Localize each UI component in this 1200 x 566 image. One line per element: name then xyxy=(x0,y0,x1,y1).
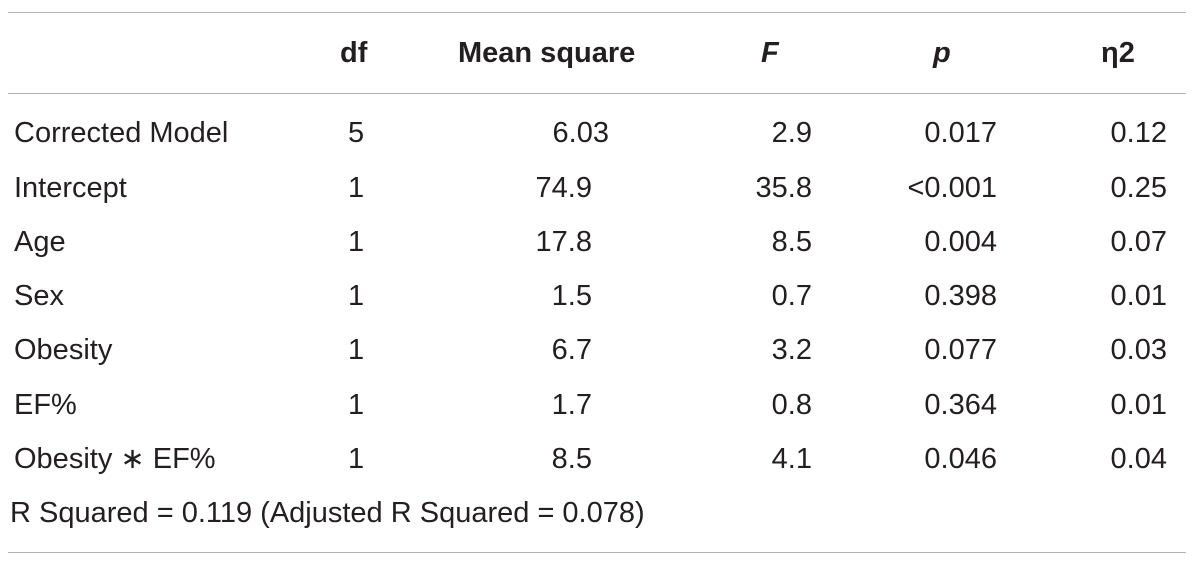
cell-df: 1 xyxy=(348,172,365,204)
cell-eta2: 0.07 xyxy=(1110,226,1167,258)
cell-eta2: 0.04 xyxy=(1110,443,1167,475)
cell-f: 0.7 xyxy=(771,280,812,312)
row-label: Age xyxy=(14,226,66,258)
table-footnote: R Squared = 0.119 (Adjusted R Squared = … xyxy=(10,497,645,529)
cell-f: 3.2 xyxy=(771,334,812,366)
table-top-rule xyxy=(8,12,1186,13)
cell-df: 1 xyxy=(348,443,365,475)
header-rule xyxy=(8,93,1186,94)
cell-mean-square: 8.5 xyxy=(551,443,592,475)
cell-f: 2.9 xyxy=(771,117,812,149)
table-bottom-rule xyxy=(8,552,1186,553)
cell-eta2: 0.01 xyxy=(1110,389,1167,421)
cell-mean-square: 1.7 xyxy=(551,389,592,421)
cell-f: 0.8 xyxy=(771,389,812,421)
header-f: F xyxy=(761,37,779,69)
row-label: Obesity ∗ EF% xyxy=(14,443,216,475)
cell-df: 1 xyxy=(348,334,365,366)
cell-df: 5 xyxy=(348,117,365,149)
cell-f: 4.1 xyxy=(771,443,812,475)
cell-mean-square: 6.03 xyxy=(552,117,609,149)
row-label: Intercept xyxy=(14,172,127,204)
cell-df: 1 xyxy=(348,389,365,421)
cell-f: 35.8 xyxy=(755,172,812,204)
cell-df: 1 xyxy=(348,280,365,312)
cell-mean-square: 1.5 xyxy=(551,280,592,312)
cell-p: 0.004 xyxy=(924,226,997,258)
cell-mean-square: 6.7 xyxy=(551,334,592,366)
cell-eta2: 0.12 xyxy=(1110,117,1167,149)
cell-df: 1 xyxy=(348,226,365,258)
row-label: Obesity xyxy=(14,334,113,366)
cell-eta2: 0.01 xyxy=(1110,280,1167,312)
cell-eta2: 0.25 xyxy=(1110,172,1167,204)
cell-p: 0.017 xyxy=(924,117,997,149)
cell-p: 0.046 xyxy=(924,443,997,475)
row-label: EF% xyxy=(14,389,77,421)
cell-p: 0.077 xyxy=(924,334,997,366)
cell-p: 0.398 xyxy=(924,280,997,312)
row-label: Sex xyxy=(14,280,64,312)
cell-eta2: 0.03 xyxy=(1110,334,1167,366)
header-eta2: η2 xyxy=(1101,37,1135,69)
header-mean-square: Mean square xyxy=(458,37,636,69)
cell-f: 8.5 xyxy=(771,226,812,258)
row-label: Corrected Model xyxy=(14,117,229,149)
cell-mean-square: 74.9 xyxy=(535,172,592,204)
header-df: df xyxy=(340,37,368,69)
cell-mean-square: 17.8 xyxy=(535,226,592,258)
header-p: p xyxy=(933,37,951,69)
cell-p: <0.001 xyxy=(907,172,997,204)
cell-p: 0.364 xyxy=(924,389,997,421)
